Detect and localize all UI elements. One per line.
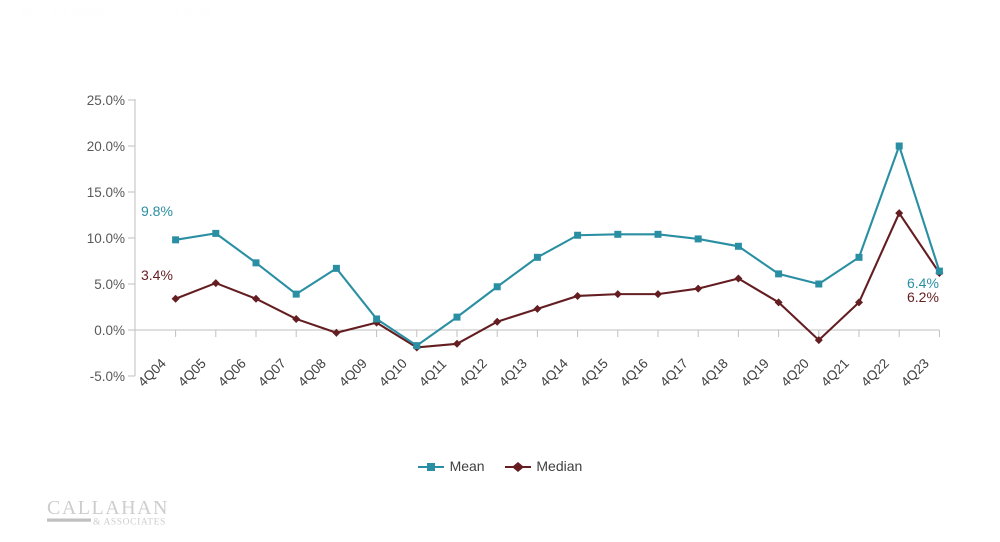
svg-text:CALLAHAN: CALLAHAN [47,497,169,519]
svg-text:& ASSOCIATES: & ASSOCIATES [93,517,166,527]
